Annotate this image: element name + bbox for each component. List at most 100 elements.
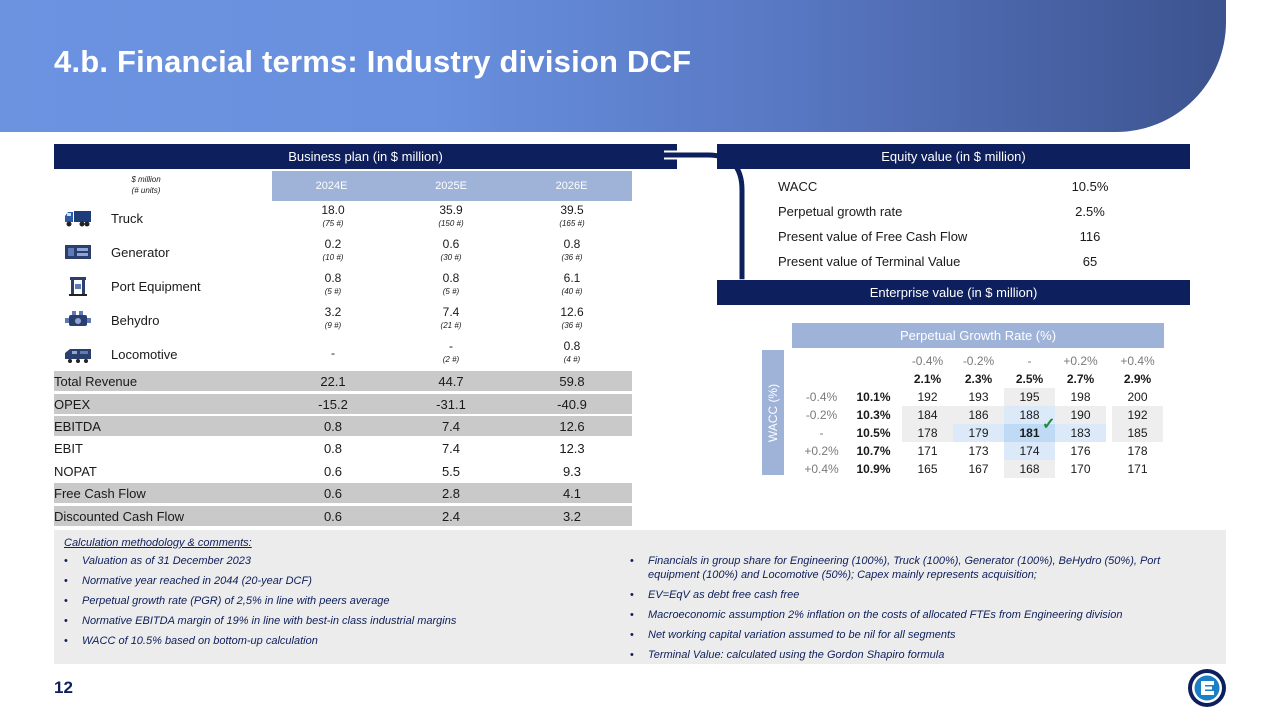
product-value: 35.9 (150 #)	[438, 203, 464, 229]
ev-cell: 195	[1004, 388, 1055, 406]
product-value: 0.6 (30 #)	[440, 237, 462, 263]
product-row-port-equipment: Port Equipment 0.8 (5 #) 0.8 (5 #) 6.1 (40 …	[54, 269, 632, 303]
comments-title: Calculation methodology & comments:	[64, 537, 252, 549]
row-ebitda: EBITDA 0.8 7.4 12.6	[54, 416, 632, 436]
comment-item: EV=EqV as debt free cash free	[630, 588, 1210, 602]
ev-cell: 192	[917, 390, 938, 404]
wacc-delta: +0.4%	[804, 462, 839, 476]
pgr-value: 2.7%	[1066, 372, 1095, 386]
ev-cell: 188	[1004, 406, 1055, 424]
year-header-2025: 2025E	[391, 171, 511, 201]
pgr-header: Perpetual Growth Rate (%)	[792, 323, 1164, 348]
product-row-generator: Generator 0.2 (10 #) 0.6 (30 #) 0.8 (36 #)	[54, 235, 632, 269]
pgr-delta: -	[1027, 354, 1032, 368]
pgr-value: 2.5%	[1015, 372, 1044, 386]
comment-item: Normative year reached in 2044 (20-year …	[64, 574, 604, 588]
check-icon: ✓	[1042, 416, 1056, 433]
product-name: Truck	[111, 211, 144, 226]
product-value: 0.8 (36 #)	[561, 237, 583, 263]
comment-item: Financials in group share for Engineerin…	[630, 554, 1210, 582]
year-header-2024: 2024E	[272, 171, 391, 201]
product-value: -	[331, 346, 335, 360]
comments-right-list: Financials in group share for Engineerin…	[630, 554, 1210, 668]
ev-cell: 170	[1070, 462, 1091, 476]
ev-cell: 171	[1127, 462, 1148, 476]
row-total-revenue: Total Revenue 22.1 44.7 59.8	[54, 371, 632, 391]
wacc-value: 10.7%	[856, 444, 891, 458]
wacc-delta: -0.4%	[805, 390, 838, 404]
comment-item: Perpetual growth rate (PGR) of 2,5% in l…	[64, 594, 604, 608]
product-value: 0.8 (4 #)	[563, 339, 581, 365]
ev-cell: 174	[1004, 442, 1055, 460]
ev-cell: 176	[1070, 444, 1091, 458]
product-value: 0.8 (5 #)	[442, 271, 460, 297]
product-name: Generator	[111, 245, 170, 260]
product-value: 3.2 (9 #)	[324, 305, 342, 331]
row-opex: OPEX -15.2 -31.1 -40.9	[54, 394, 632, 414]
pgr-delta: -0.4%	[911, 354, 944, 368]
equity-row-wacc: WACC 10.5%	[778, 179, 1109, 194]
ev-cell: 185	[1112, 424, 1163, 442]
product-name: Behydro	[111, 313, 160, 328]
ev-cell: 183	[1055, 424, 1106, 442]
page-title: 4.b. Financial terms: Industry division …	[54, 44, 692, 79]
product-value: 39.5 (165 #)	[559, 203, 585, 229]
generator-icon	[65, 245, 91, 259]
wacc-delta: +0.2%	[804, 444, 839, 458]
pgr-value: 2.3%	[964, 372, 993, 386]
pgr-delta: +0.4%	[1120, 354, 1155, 368]
equity-row-pgr: Perpetual growth rate 2.5%	[778, 204, 1105, 219]
ev-cell: 178	[902, 424, 953, 442]
year-header-2026: 2026E	[511, 171, 632, 201]
ev-cell: 190	[1055, 406, 1106, 424]
wacc-value: 10.5%	[856, 426, 891, 440]
comment-item: Net working capital variation assumed to…	[630, 628, 1210, 642]
business-plan-header: Business plan (in $ million)	[54, 144, 677, 169]
wacc-delta: -0.2%	[805, 408, 838, 422]
wacc-value: 10.1%	[856, 390, 891, 404]
comments-left-list: Valuation as of 31 December 2023 Normati…	[64, 554, 604, 654]
title-banner	[0, 0, 1226, 132]
product-row-locomotive: Locomotive - - (2 #) 0.8 (4 #)	[54, 337, 632, 371]
wacc-delta: -	[819, 426, 824, 440]
product-value: 6.1 (40 #)	[561, 271, 583, 297]
engine-icon	[65, 311, 91, 326]
units-label: $ million (# units)	[131, 175, 161, 195]
comment-item: WACC of 10.5% based on bottom-up calcula…	[64, 634, 604, 648]
product-value: 18.0 (75 #)	[321, 203, 345, 229]
port-crane-icon	[69, 277, 87, 296]
ev-cell: 167	[968, 462, 989, 476]
product-value: 0.8 (5 #)	[324, 271, 342, 297]
wacc-axis-label: WACC (%)	[762, 350, 784, 475]
row-nopat: NOPAT 0.6 5.5 9.3	[54, 464, 582, 479]
pgr-value: 2.9%	[1123, 372, 1152, 386]
pgr-delta: -0.2%	[962, 354, 995, 368]
comment-item: Valuation as of 31 December 2023	[64, 554, 604, 568]
product-row-behydro: Behydro 3.2 (9 #) 7.4 (21 #) 12.6 (36 #)	[54, 303, 632, 337]
enterprise-value-header: Enterprise value (in $ million)	[717, 280, 1190, 305]
comments-box: Calculation methodology & comments: Valu…	[54, 530, 1226, 664]
row-ebit: EBIT 0.8 7.4 12.3	[54, 441, 585, 456]
wacc-value: 10.3%	[856, 408, 891, 422]
ev-cell: 193	[968, 390, 989, 404]
equity-row-pv-fcf: Present value of Free Cash Flow 116	[778, 229, 1101, 244]
product-value: - (2 #)	[442, 339, 460, 365]
ev-cell: 173	[968, 444, 989, 458]
page-number: 12	[54, 678, 73, 697]
ev-cell: 186	[953, 406, 1004, 424]
ev-cell-base-case: 181	[1004, 424, 1055, 442]
truck-icon	[65, 211, 91, 227]
ev-cell: 192	[1112, 406, 1163, 424]
ev-cell: 165	[917, 462, 938, 476]
ev-cell: 184	[902, 406, 953, 424]
ev-cell: 168	[1004, 460, 1055, 478]
ev-cell: 200	[1127, 390, 1148, 404]
pgr-value: 2.1%	[913, 372, 942, 386]
comment-item: Normative EBITDA margin of 19% in line w…	[64, 614, 604, 628]
ev-cell: 178	[1127, 444, 1148, 458]
product-value: 7.4 (21 #)	[440, 305, 462, 331]
row-free-cash-flow: Free Cash Flow 0.6 2.8 4.1	[54, 483, 632, 503]
ev-cell: 198	[1070, 390, 1091, 404]
ev-cell: 179	[953, 424, 1004, 442]
product-value: 12.6 (36 #)	[560, 305, 584, 331]
